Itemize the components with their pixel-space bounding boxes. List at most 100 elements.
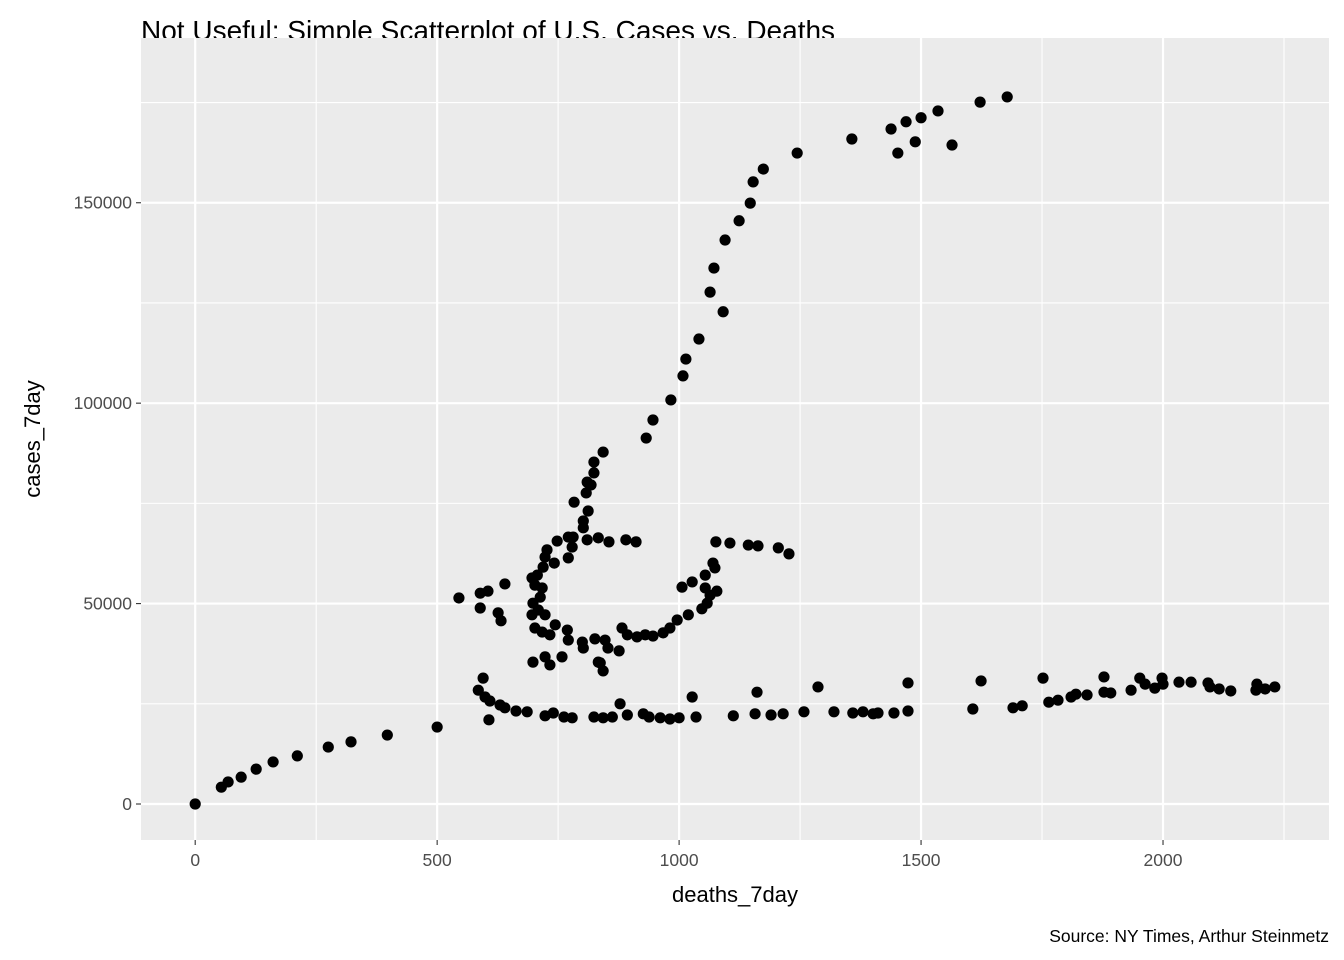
data-point <box>677 370 689 382</box>
data-point <box>710 536 722 548</box>
data-point <box>250 763 262 775</box>
data-point <box>614 698 626 710</box>
plot-panel <box>141 38 1329 840</box>
data-point <box>733 215 745 227</box>
data-point <box>621 709 633 721</box>
data-point <box>1185 676 1197 688</box>
data-point <box>974 96 986 108</box>
data-point <box>1269 681 1281 693</box>
data-point <box>791 147 803 159</box>
data-point <box>472 684 484 696</box>
x-tick-label: 1000 <box>660 850 699 870</box>
data-point <box>664 713 676 725</box>
data-point <box>580 487 592 499</box>
data-point <box>872 707 884 719</box>
data-point <box>647 630 659 642</box>
data-point <box>765 709 777 721</box>
data-point <box>581 534 593 546</box>
data-point <box>699 569 711 581</box>
data-point <box>647 414 659 426</box>
data-point <box>783 548 795 560</box>
data-point <box>267 756 279 768</box>
data-point <box>606 711 618 723</box>
data-point <box>547 707 559 719</box>
data-point <box>1139 678 1151 690</box>
data-point <box>562 634 574 646</box>
data-point <box>798 706 810 718</box>
data-point <box>521 706 533 718</box>
y-axis-title: cases_7day <box>20 380 45 497</box>
data-point <box>592 532 604 544</box>
data-point <box>665 394 677 406</box>
data-point <box>932 105 944 117</box>
y-tick-label: 0 <box>122 794 132 814</box>
data-point <box>704 286 716 298</box>
data-point <box>654 712 666 724</box>
data-point <box>322 741 334 753</box>
data-point <box>291 750 303 762</box>
data-point <box>544 659 556 671</box>
data-point <box>727 710 739 722</box>
data-point <box>561 624 573 636</box>
data-point <box>527 656 539 668</box>
data-point <box>1043 696 1055 708</box>
data-point <box>812 681 824 693</box>
y-tick-label: 150000 <box>74 193 133 213</box>
data-point <box>594 657 606 669</box>
data-point <box>510 705 522 717</box>
data-point <box>888 707 900 719</box>
data-point <box>1052 694 1064 706</box>
data-point <box>620 534 632 546</box>
data-point <box>602 642 614 654</box>
data-point <box>431 721 443 733</box>
data-point <box>548 557 560 569</box>
x-tick-label: 500 <box>423 850 452 870</box>
data-point <box>724 537 736 549</box>
data-point <box>577 515 589 527</box>
data-point <box>588 467 600 479</box>
data-point <box>902 705 914 717</box>
data-point <box>474 602 486 614</box>
data-point <box>556 651 568 663</box>
data-point <box>640 432 652 444</box>
data-point <box>1081 689 1093 701</box>
data-point <box>1250 684 1262 696</box>
data-point <box>1105 687 1117 699</box>
data-point <box>671 614 683 626</box>
y-tick-label: 100000 <box>74 393 133 413</box>
data-point <box>1070 688 1082 700</box>
chart-caption: Source: NY Times, Arthur Steinmetz <box>1049 926 1329 946</box>
data-point <box>566 541 578 553</box>
data-point <box>613 645 625 657</box>
data-point <box>1173 676 1185 688</box>
data-point <box>499 702 511 714</box>
data-point <box>483 714 495 726</box>
data-point <box>682 609 694 621</box>
data-point <box>581 476 593 488</box>
data-point <box>643 711 655 723</box>
data-point <box>630 536 642 548</box>
data-point <box>709 562 721 574</box>
data-point <box>562 531 574 543</box>
data-point <box>693 333 705 345</box>
data-point <box>742 539 754 551</box>
data-point <box>1037 672 1049 684</box>
data-point <box>1204 681 1216 693</box>
data-point <box>772 542 784 554</box>
data-point <box>222 776 234 788</box>
data-point <box>673 712 685 724</box>
data-point <box>686 691 698 703</box>
data-point <box>1016 700 1028 712</box>
data-point <box>1225 685 1237 697</box>
data-point <box>664 622 676 634</box>
data-point <box>717 306 729 318</box>
data-point <box>558 711 570 723</box>
data-point <box>967 703 979 715</box>
data-point <box>588 711 600 723</box>
data-point <box>235 771 247 783</box>
data-point <box>885 123 897 135</box>
data-point <box>915 112 927 124</box>
data-point <box>495 615 507 627</box>
data-point <box>847 707 859 719</box>
x-tick-label: 2000 <box>1144 850 1183 870</box>
